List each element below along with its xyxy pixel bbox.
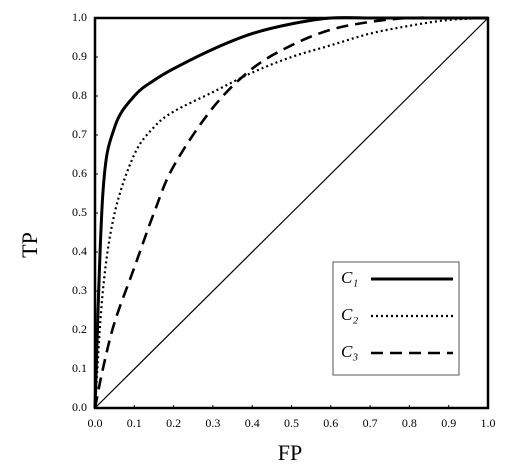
x-axis-label: FP xyxy=(278,440,302,465)
x-tick-label: 0.2 xyxy=(166,416,181,430)
y-tick-label: 1.0 xyxy=(72,10,87,24)
y-axis-label: TP xyxy=(17,232,42,258)
y-tick-label: 0.8 xyxy=(72,88,87,102)
y-tick-label: 0.2 xyxy=(72,322,87,336)
plot-frame xyxy=(93,16,490,410)
x-tick-label: 0.3 xyxy=(205,416,220,430)
x-tick-label: 0.4 xyxy=(245,416,260,430)
x-tick-label: 0.1 xyxy=(127,416,142,430)
series-line xyxy=(93,16,489,409)
y-tick-label: 0.3 xyxy=(72,283,87,297)
legend-box xyxy=(332,261,460,376)
legend-label: C₂ xyxy=(341,305,358,324)
y-tick-label: 0.0 xyxy=(72,400,87,414)
legend-label: C₁ xyxy=(341,268,358,287)
x-tick-label: 1.0 xyxy=(481,416,496,430)
y-tick-label: 0.6 xyxy=(72,166,87,180)
y-tick-label: 0.7 xyxy=(72,127,87,141)
x-tick-label: 0.5 xyxy=(284,416,299,430)
x-tick-label: 0.0 xyxy=(88,416,103,430)
y-tick-label: 0.4 xyxy=(72,244,87,258)
legend-label: C₃ xyxy=(341,342,358,361)
series-line xyxy=(93,16,488,409)
x-tick-label: 0.8 xyxy=(402,416,417,430)
diagonal xyxy=(94,17,489,409)
y-tick-label: 0.5 xyxy=(72,205,87,219)
y-tick-label: 0.9 xyxy=(72,49,87,63)
x-tick-label: 0.9 xyxy=(441,416,456,430)
y-tick-label: 0.1 xyxy=(72,361,87,375)
x-tick-label: 0.6 xyxy=(323,416,338,430)
x-tick-label: 0.7 xyxy=(363,416,378,430)
